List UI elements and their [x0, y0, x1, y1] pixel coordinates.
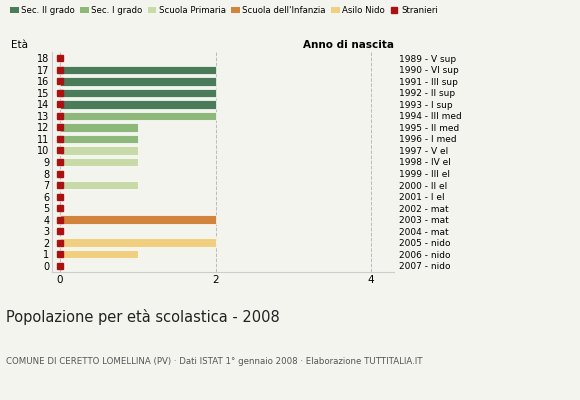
Bar [60, 158, 138, 166]
Bar [60, 112, 216, 120]
Bar [60, 89, 216, 97]
Text: Età: Età [11, 40, 28, 50]
Text: Anno di nascita: Anno di nascita [303, 40, 394, 50]
Bar [60, 216, 216, 224]
Bar [60, 66, 216, 74]
Bar [60, 146, 138, 155]
Text: Popolazione per età scolastica - 2008: Popolazione per età scolastica - 2008 [6, 309, 280, 325]
Bar [60, 238, 216, 247]
Text: COMUNE DI CERETTO LOMELLINA (PV) · Dati ISTAT 1° gennaio 2008 · Elaborazione TUT: COMUNE DI CERETTO LOMELLINA (PV) · Dati … [6, 357, 422, 366]
Bar [60, 123, 138, 132]
Legend: Sec. II grado, Sec. I grado, Scuola Primaria, Scuola dell'Infanzia, Asilo Nido, : Sec. II grado, Sec. I grado, Scuola Prim… [10, 6, 438, 15]
Bar [60, 181, 138, 189]
Bar [60, 250, 138, 258]
Bar [60, 100, 216, 108]
Bar [60, 135, 138, 143]
Bar [60, 77, 216, 86]
